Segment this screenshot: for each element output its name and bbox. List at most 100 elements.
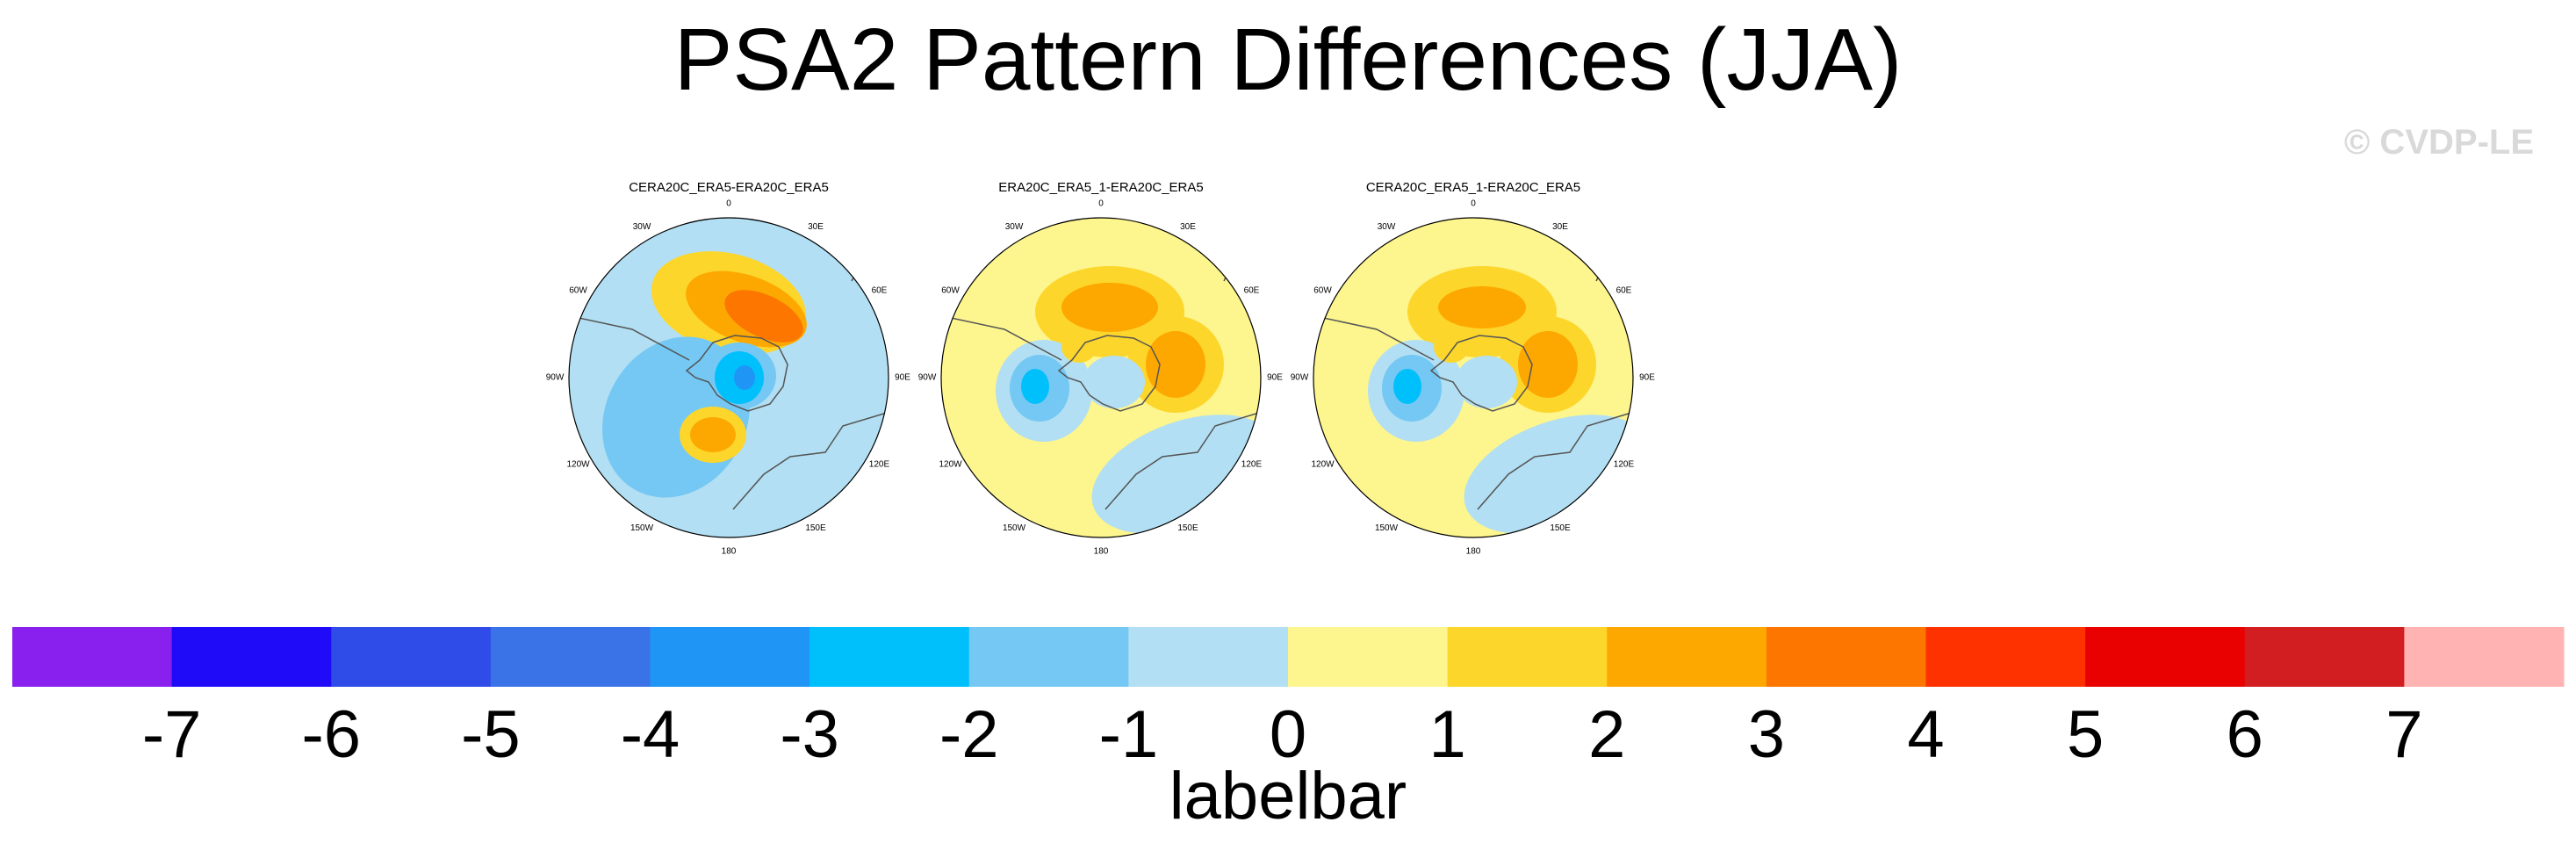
labelbar-tick-label: 6	[2227, 697, 2263, 764]
lon-label: 120E	[1241, 460, 1263, 470]
lon-label: 150E	[1177, 523, 1198, 533]
contour-3	[724, 290, 803, 343]
labelbar-box	[650, 627, 810, 687]
lon-label: 60W	[569, 286, 587, 296]
labelbar-tick-label: -5	[461, 697, 521, 764]
peninsula-coastline	[1314, 315, 1435, 361]
labelbar-tick-label: -7	[142, 697, 202, 764]
panel-title: ERA20C_ERA5_1-ERA20C_ERA5	[998, 180, 1203, 195]
labelbar-tick-label: 2	[1588, 697, 1625, 764]
labelbar-box	[2085, 627, 2246, 687]
panels-area: CERA20C_ERA5-ERA20C_ERA5 0 30E 60E 90E 120E 15…	[546, 180, 1656, 557]
lon-label: 90W	[918, 373, 937, 383]
contour-5	[1518, 331, 1578, 398]
antarctica-coastline	[685, 335, 788, 412]
labelbar-tick-label: 7	[2385, 697, 2422, 764]
map-border	[940, 217, 1262, 538]
lon-label: 90W	[546, 373, 565, 383]
contour-8	[1021, 369, 1049, 404]
contour-10	[1456, 356, 1517, 408]
labelbar-box	[2404, 627, 2565, 687]
australia-coastline	[1477, 412, 1632, 510]
contour-3	[1438, 286, 1526, 328]
antarctica-coastline	[1429, 335, 1533, 412]
contour-8	[1393, 369, 1421, 404]
labelbar-tick-label: -1	[1099, 697, 1159, 764]
lon-label: 90E	[1267, 373, 1283, 383]
lon-label: 60W	[1313, 286, 1332, 296]
lon-label: 180	[1094, 547, 1109, 557]
contour-10	[1083, 356, 1145, 408]
labelbar-tick-label: -3	[780, 697, 839, 764]
lon-label: 120W	[566, 460, 590, 470]
lon-label: 180	[722, 547, 737, 557]
lon-label: 30E	[1552, 222, 1568, 232]
peninsula-coastline	[570, 315, 690, 361]
panel-title: CERA20C_ERA5_1-ERA20C_ERA5	[1366, 180, 1580, 195]
lon-label: 0	[1098, 199, 1104, 209]
labelbar-tick-label: 1	[1428, 697, 1465, 764]
labelbar-box	[12, 627, 173, 687]
labelbar-tick-label: 4	[1907, 697, 1944, 764]
lon-label: 120E	[1614, 460, 1635, 470]
lon-label: 60E	[872, 286, 888, 296]
map-border	[568, 217, 889, 538]
page-title: PSA2 Pattern Differences (JJA)	[673, 11, 1903, 109]
lon-label: 30W	[633, 222, 651, 232]
labelbar-tick-label: 3	[1748, 697, 1785, 764]
contour-9	[1061, 331, 1097, 363]
lon-label: 0	[726, 199, 731, 209]
lon-label: 90E	[895, 373, 910, 383]
contour-9	[734, 365, 755, 390]
labelbar-box	[1447, 627, 1608, 687]
lon-label: 120E	[869, 460, 890, 470]
lon-label: 60E	[1616, 286, 1632, 296]
labelbar-title: labelbar	[1169, 759, 1407, 833]
labelbar: -7 -6 -5 -4 -3 -2 -1 0 1 2 3 4 5 6 7	[12, 627, 2565, 764]
labelbar-tick-label: 0	[1270, 697, 1306, 764]
contour-6	[690, 417, 736, 452]
labelbar-box	[171, 627, 332, 687]
labelbar-box	[490, 627, 651, 687]
lon-label: 150W	[630, 523, 654, 533]
panel-title: CERA20C_ERA5-ERA20C_ERA5	[629, 180, 829, 195]
lon-label: 30W	[1005, 222, 1024, 232]
labelbar-box	[1607, 627, 1767, 687]
lon-label: 30W	[1378, 222, 1396, 232]
map-panel-1	[569, 218, 889, 537]
lon-label: 150E	[1550, 523, 1571, 533]
australia-coastline	[732, 412, 888, 510]
lon-label: 150W	[1375, 523, 1399, 533]
labelbar-box	[809, 627, 970, 687]
lon-label: 150W	[1003, 523, 1026, 533]
lon-label: 30E	[1180, 222, 1196, 232]
labelbar-box	[1288, 627, 1449, 687]
watermark: © CVDP-LE	[2343, 123, 2534, 162]
antarctica-coastline	[1057, 335, 1161, 412]
contour-5	[1146, 331, 1205, 398]
contour-9	[1434, 331, 1469, 363]
labelbar-box	[1128, 627, 1289, 687]
lon-label: 60W	[941, 286, 960, 296]
labelbar-tick-label: -2	[939, 697, 999, 764]
labelbar-tick-label: -4	[621, 697, 680, 764]
labelbar-box	[1766, 627, 1926, 687]
labelbar-box	[968, 627, 1129, 687]
labelbar-tick-label: 5	[2067, 697, 2104, 764]
map-border	[1313, 217, 1634, 538]
labelbar-box	[2244, 627, 2405, 687]
lon-label: 150E	[805, 523, 826, 533]
contour-3	[1061, 283, 1158, 332]
lon-label: 90E	[1639, 373, 1655, 383]
lon-label: 30E	[808, 222, 824, 232]
lon-label: 120W	[939, 460, 962, 470]
lon-label: 60E	[1244, 286, 1260, 296]
labelbar-box	[331, 627, 492, 687]
labelbar-box	[1925, 627, 2086, 687]
lon-label: 180	[1466, 547, 1481, 557]
labelbar-tick-label: -6	[301, 697, 361, 764]
lon-label: 120W	[1311, 460, 1335, 470]
lon-label: 90W	[1291, 373, 1309, 383]
lon-label: 0	[1471, 199, 1476, 209]
peninsula-coastline	[942, 315, 1062, 361]
